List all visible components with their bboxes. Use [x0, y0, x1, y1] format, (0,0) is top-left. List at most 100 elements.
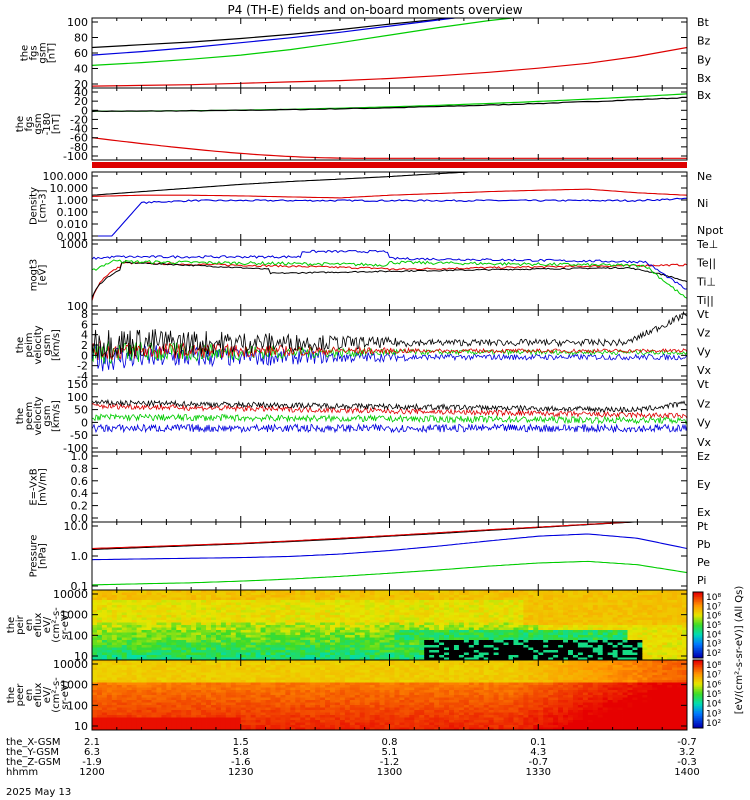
x-axis-value: 3.2	[679, 747, 695, 758]
y-axis-label: en	[24, 619, 35, 632]
y-axis-label: gsm	[42, 334, 53, 355]
y-axis-label: peim	[24, 332, 35, 357]
x-axis-value: 0.1	[530, 737, 546, 748]
colorbar	[693, 592, 703, 659]
panel-frame	[91, 17, 688, 89]
legend-entry: Ne	[697, 170, 712, 183]
series-line-vz	[92, 340, 687, 361]
y-tick-label: -100	[63, 150, 88, 163]
colorbar-tick: 10⁵	[706, 621, 721, 631]
y-axis-label: (cm²-s-	[51, 607, 62, 643]
legend-entry: Pb	[697, 538, 711, 551]
panel-frame	[91, 239, 688, 311]
legend-entry: Bx	[697, 72, 712, 85]
series-line-Npot	[92, 197, 687, 237]
red-status-bar	[92, 162, 687, 168]
y-tick-label: 60	[74, 47, 88, 60]
y-axis-label: gsm	[33, 113, 44, 134]
series-line-By	[92, 18, 518, 66]
series-line-bx-green	[92, 93, 688, 112]
colorbar-tick: 10⁵	[706, 690, 721, 700]
y-axis-label: gsm	[38, 42, 49, 63]
y-axis-label: peem	[24, 402, 35, 430]
y-axis-label: velocity	[33, 325, 44, 364]
y-tick-label: 0.4	[71, 487, 89, 500]
y-axis-label: -180	[42, 113, 53, 136]
colorbar-tick: 10³	[706, 709, 721, 719]
series-line-Bt	[92, 18, 461, 49]
legend-entry: By	[697, 53, 712, 66]
series-line-vy	[92, 413, 687, 425]
y-axis-label: eV/	[42, 686, 53, 703]
y-tick-label: -4	[77, 370, 88, 383]
y-tick-label: 100	[67, 16, 88, 29]
legend-entry: Ey	[697, 478, 711, 491]
y-axis-label: en	[24, 689, 35, 702]
x-axis-value: 2.1	[84, 737, 100, 748]
y-tick-label: 0.2	[71, 500, 89, 513]
x-axis-value: 0.8	[382, 737, 398, 748]
date-label: 2025 May 13	[6, 787, 71, 798]
colorbar-tick: 10⁶	[706, 680, 721, 690]
y-tick-label: 1000	[60, 609, 88, 622]
y-axis-label: sr-eV)	[60, 680, 71, 709]
series-line-Pi	[92, 533, 687, 561]
series-line-vt	[92, 398, 687, 414]
y-axis-label: velocity	[33, 396, 44, 435]
y-tick-label: 0	[81, 104, 88, 117]
x-axis-row-label: the_X-GSM	[6, 737, 60, 748]
y-tick-label: 0.100	[57, 206, 89, 219]
x-axis-value: -1.9	[82, 757, 102, 768]
y-axis-label: gsm	[42, 405, 53, 426]
colorbar-label: [eV/(cm²-s-sr-eV)] (All Qs)	[734, 586, 745, 715]
y-axis-label: Pressure	[29, 535, 40, 578]
panel-frame	[91, 171, 688, 241]
y-axis-label: the	[15, 408, 26, 424]
y-tick-label: 1000	[60, 679, 88, 692]
y-tick-label: 0.6	[71, 475, 89, 488]
legend-entry: Vx	[697, 364, 712, 377]
series-line-vx	[92, 423, 687, 434]
y-tick-label: 40	[74, 86, 88, 99]
y-axis-label: [nT]	[47, 43, 58, 63]
colorbar-tick: 10⁸	[706, 593, 721, 603]
legend-entry: Pt	[697, 520, 709, 533]
panel-frame	[91, 521, 688, 591]
y-tick-label: -100	[63, 442, 88, 455]
x-axis-value: 5.8	[233, 747, 249, 758]
series-line-ti-perp	[92, 249, 687, 290]
series-line-te-par	[92, 261, 687, 299]
y-axis-label: [km/s]	[51, 400, 62, 432]
y-tick-label: 10	[74, 720, 88, 733]
x-axis-value: -1.2	[380, 757, 400, 768]
colorbar	[693, 660, 703, 729]
legend-entry: Bt	[697, 16, 710, 29]
y-axis-label: the	[15, 337, 26, 353]
legend-entry: Vx	[697, 436, 712, 449]
y-axis-label: fgs	[24, 116, 35, 131]
y-tick-label: 0.8	[71, 462, 89, 475]
legend-entry: Bz	[697, 35, 711, 48]
y-tick-label: 100.000	[43, 170, 89, 183]
x-axis-value: -0.7	[677, 737, 697, 748]
series-line-Ne	[92, 188, 687, 199]
y-tick-label: 1.000	[57, 194, 89, 207]
x-axis-row-label: the_Y-GSM	[6, 747, 59, 758]
legend-entry: Ex	[697, 506, 711, 519]
legend-entry: Pe	[697, 556, 710, 569]
x-axis-value: -0.3	[677, 757, 697, 768]
colorbar-tick: 10²	[706, 719, 721, 729]
series-line-ti	[92, 259, 687, 299]
y-tick-label: 6	[81, 318, 88, 331]
x-axis-value: 1230	[228, 767, 253, 778]
colorbar-tick: 10³	[706, 640, 721, 650]
series-line-vt	[92, 310, 687, 359]
x-axis-value: 4.3	[530, 747, 546, 758]
y-tick-label: 1.0	[71, 450, 89, 463]
colorbar-tick: 10⁷	[706, 671, 721, 681]
y-tick-label: -80	[70, 141, 88, 154]
series-line-vy	[92, 341, 687, 365]
y-axis-label: Density	[29, 187, 40, 225]
y-axis-label: eflux	[33, 613, 44, 638]
